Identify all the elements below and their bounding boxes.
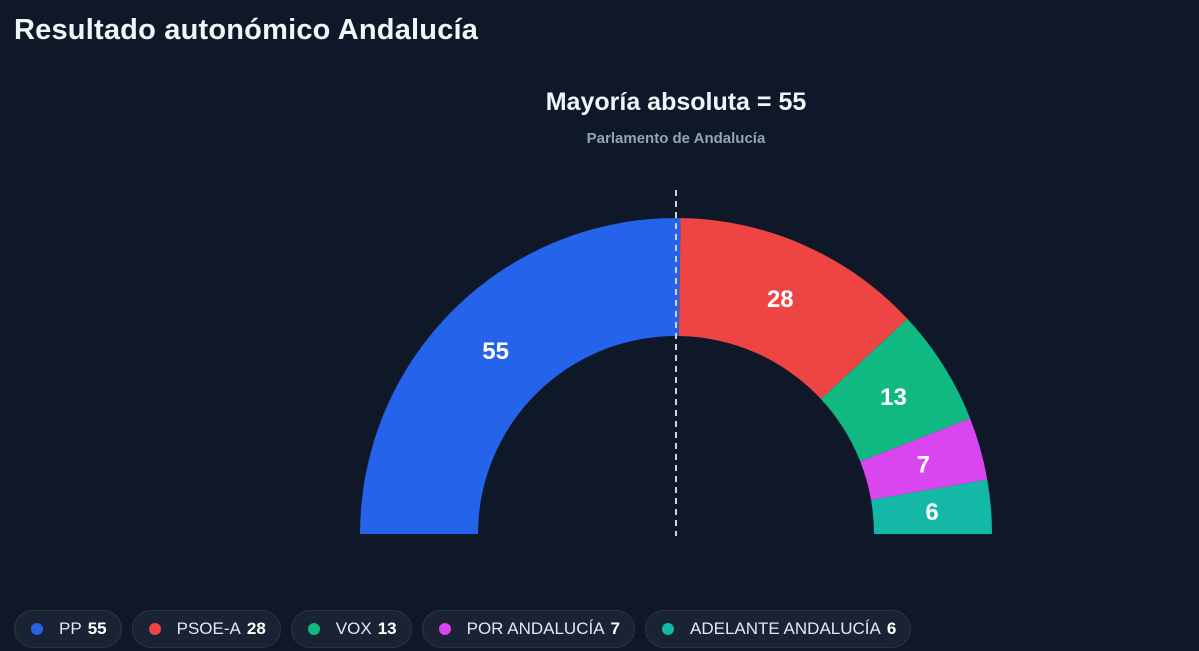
legend-dot-icon bbox=[148, 623, 161, 635]
arc-segment-adelante-andaluc-a bbox=[871, 479, 992, 534]
arc-segment-por-andaluc-a bbox=[860, 418, 988, 500]
majority-sublabel: Parlamento de Andalucía bbox=[587, 130, 766, 147]
majority-label: Mayoría absoluta = 55 bbox=[546, 88, 807, 116]
value-label-group: 55 28 13 7 6 bbox=[482, 286, 938, 526]
legend-name: PP bbox=[59, 619, 82, 638]
legend-dot-icon bbox=[662, 623, 675, 635]
legend-name: PSOE-A bbox=[176, 619, 241, 638]
arc-segment-psoe-a bbox=[678, 218, 908, 400]
legend-item: PP 55 bbox=[14, 610, 122, 648]
legend-value: 28 bbox=[246, 619, 266, 638]
value-label: 6 bbox=[925, 499, 938, 526]
arc-group bbox=[360, 218, 992, 534]
value-label: 7 bbox=[917, 452, 930, 479]
arc-segment-pp bbox=[360, 218, 681, 534]
legend-name: VOX bbox=[335, 619, 372, 638]
parliament-chart: Mayoría absoluta = 55 Parlamento de Anda… bbox=[360, 88, 992, 536]
legend-item: PSOE-A 28 bbox=[131, 610, 281, 648]
page-title: Resultado autonómico Andalucía bbox=[14, 14, 479, 46]
legend: PP 55 PSOE-A 28 VOX 13 POR ANDALUCÍA 7 ADELANTE … bbox=[14, 610, 912, 648]
legend-value: 7 bbox=[610, 619, 621, 638]
legend-name: ADELANTE ANDALUCÍA bbox=[690, 619, 881, 638]
value-label: 55 bbox=[482, 338, 509, 365]
legend-name: POR ANDALUCÍA bbox=[466, 619, 605, 638]
legend-item: POR ANDALUCÍA 7 bbox=[421, 610, 636, 648]
value-label: 28 bbox=[767, 286, 794, 313]
legend-dot-icon bbox=[31, 623, 43, 635]
legend-item: VOX 13 bbox=[290, 610, 412, 648]
legend-value: 55 bbox=[87, 619, 107, 638]
legend-item: ADELANTE ANDALUCÍA 6 bbox=[645, 610, 912, 648]
arc-segment-vox bbox=[820, 318, 971, 462]
legend-value: 6 bbox=[886, 619, 897, 638]
value-label: 13 bbox=[880, 384, 907, 411]
legend-dot-icon bbox=[307, 623, 320, 635]
legend-value: 13 bbox=[377, 619, 397, 638]
legend-dot-icon bbox=[438, 623, 451, 635]
